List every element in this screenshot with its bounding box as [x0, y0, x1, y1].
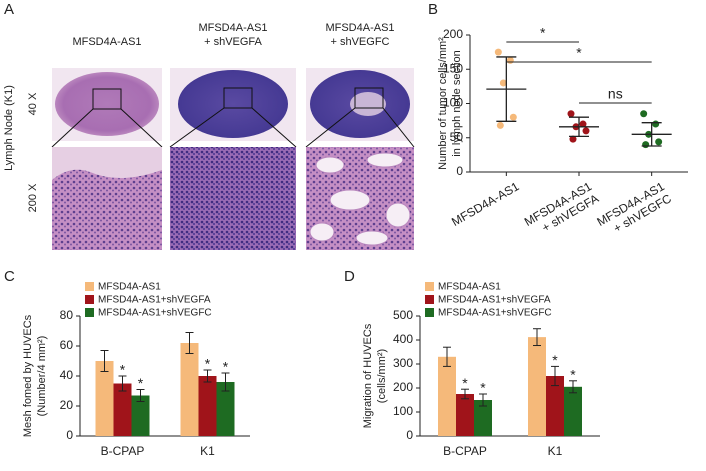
significance-marker: *	[138, 375, 144, 391]
data-point	[640, 110, 648, 118]
y-tick-label: 50	[450, 130, 464, 144]
significance-marker: *	[205, 356, 211, 372]
y-tick-label: 300	[393, 356, 413, 370]
x-tick-label: K1	[200, 444, 215, 458]
data-point	[494, 48, 502, 56]
y-tick-label: 0	[66, 428, 73, 442]
panel-label: D	[344, 268, 355, 285]
significance-marker: *	[120, 362, 126, 378]
bar	[456, 394, 474, 436]
panel-label: A	[4, 1, 14, 18]
panel-a-images	[51, 68, 415, 250]
bar	[95, 361, 114, 436]
data-point	[582, 127, 590, 135]
y-tick-label: 100	[443, 96, 463, 110]
bar	[564, 386, 582, 436]
panel-label: B	[428, 1, 438, 18]
column-title: MFSD4A-AS1	[72, 36, 141, 48]
data-point	[499, 79, 507, 87]
bar	[131, 395, 150, 436]
legend-swatch	[425, 282, 434, 291]
legend-label: MFSD4A-AS1+shVEGFC	[98, 308, 212, 319]
significance-marker: *	[552, 352, 558, 368]
y-tick-label: 60	[60, 338, 74, 352]
significance-label: *	[540, 25, 546, 41]
column-title: MFSD4A-AS1	[198, 22, 267, 34]
legend-swatch	[425, 308, 434, 317]
legend-swatch	[85, 308, 94, 317]
y-axis-label: Number of tumor cells/mm²	[437, 37, 449, 170]
row-label: 200 X	[27, 183, 39, 212]
bar	[216, 382, 235, 436]
legend-label: MFSD4A-AS1+shVEGFC	[438, 308, 552, 319]
data-point	[655, 138, 663, 146]
legend-label: MFSD4A-AS1+shVEGFA	[438, 295, 551, 306]
x-tick-label: B-CPAP	[443, 444, 487, 458]
data-point	[569, 135, 577, 143]
bar	[546, 376, 564, 436]
y-axis-label: Mesh fomed by HUVECs	[22, 314, 34, 437]
significance-marker: *	[223, 359, 229, 375]
x-tick-label: B-CPAP	[101, 444, 145, 458]
data-point	[506, 56, 514, 64]
y-tick-label: 0	[456, 164, 463, 178]
data-point	[567, 110, 575, 118]
row-label: 40 X	[27, 92, 39, 115]
y-tick-label: 40	[60, 368, 74, 382]
column-title: + shVEGFC	[331, 36, 390, 48]
y-axis-label: Migration of HUVECs	[362, 323, 374, 428]
y-tick-label: 500	[393, 308, 413, 322]
significance-label: *	[576, 45, 582, 61]
data-point	[579, 120, 587, 128]
legend-label: MFSD4A-AS1	[98, 282, 161, 293]
legend-label: MFSD4A-AS1	[438, 282, 501, 293]
column-title: + shVEGFA	[204, 36, 262, 48]
data-point	[509, 113, 517, 121]
x-tick-label: MFSD4A-AS1	[449, 179, 522, 229]
y-tick-label: 200	[393, 380, 413, 394]
y-axis-label: (cells/mm²)	[376, 349, 388, 403]
significance-marker: *	[462, 375, 468, 391]
significance-marker: *	[570, 367, 576, 383]
legend-swatch	[425, 295, 434, 304]
x-tick-label: K1	[548, 444, 563, 458]
bar	[438, 356, 456, 436]
y-axis-label: in lymph node section	[451, 50, 463, 156]
data-point	[652, 120, 660, 128]
y-tick-label: 150	[443, 61, 463, 75]
y-tick-label: 20	[60, 398, 74, 412]
bar	[180, 343, 199, 436]
bar	[113, 383, 132, 436]
y-tick-label: 80	[60, 308, 74, 322]
y-tick-label: 100	[393, 404, 413, 418]
significance-label: ns	[608, 86, 623, 102]
bar	[198, 376, 217, 436]
y-tick-label: 200	[443, 27, 463, 41]
panel-label: C	[4, 268, 15, 285]
column-title: MFSD4A-AS1	[325, 22, 394, 34]
y-axis-label: (Number/4 mm²)	[36, 336, 48, 417]
legend-swatch	[85, 295, 94, 304]
data-point	[642, 141, 650, 149]
y-tick-label: 0	[406, 428, 413, 442]
legend-label: MFSD4A-AS1+shVEGFA	[98, 295, 211, 306]
bar	[528, 337, 546, 436]
data-point	[496, 121, 504, 129]
bar	[474, 400, 492, 436]
legend-swatch	[85, 282, 94, 291]
significance-marker: *	[480, 380, 486, 396]
row-group-label: Lymph Node (K1)	[3, 85, 15, 171]
y-tick-label: 400	[393, 332, 413, 346]
